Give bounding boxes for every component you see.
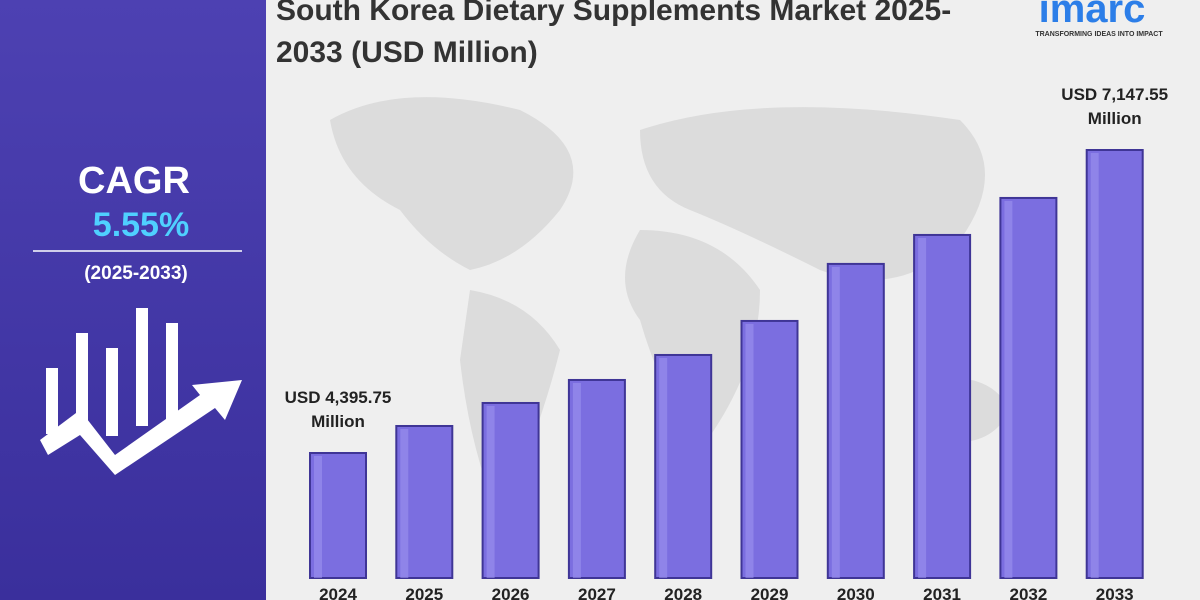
bars: 2024 USD 4,395.75 Million 2025 2026 2027 2028 2… bbox=[285, 85, 1168, 600]
bar-highlight bbox=[1090, 153, 1099, 578]
cagr-label: CAGR bbox=[78, 160, 190, 202]
x-tick-label: 2029 bbox=[751, 585, 789, 600]
chart-title: South Korea Dietary Supplements Market 2… bbox=[276, 0, 952, 69]
x-tick-label: 2031 bbox=[923, 585, 961, 600]
logo: imarc bbox=[1039, 0, 1146, 31]
side-panel bbox=[0, 0, 266, 600]
bar-highlight bbox=[745, 323, 754, 578]
x-tick-label: 2026 bbox=[492, 585, 530, 600]
logo-tagline: TRANSFORMING IDEAS INTO IMPACT bbox=[1035, 31, 1163, 38]
x-tick-label: 2033 bbox=[1096, 585, 1134, 600]
value-label: USD 7,147.55 Million bbox=[1061, 85, 1168, 128]
bar-highlight bbox=[918, 237, 927, 578]
x-tick-label: 2025 bbox=[405, 585, 443, 600]
bar-highlight bbox=[400, 428, 409, 578]
cagr-icon bbox=[40, 308, 242, 475]
cagr-period: (2025-2033) bbox=[84, 263, 188, 284]
world-map bbox=[330, 97, 1010, 520]
value-label: USD 4,395.75 Million bbox=[285, 388, 392, 431]
x-tick-label: 2032 bbox=[1009, 585, 1047, 600]
x-tick-label: 2024 bbox=[319, 585, 357, 600]
bar-highlight bbox=[659, 357, 668, 578]
cagr-value: 5.55% bbox=[93, 206, 189, 244]
x-tick-label: 2030 bbox=[837, 585, 875, 600]
bar-highlight bbox=[314, 456, 322, 578]
x-tick-label: 2028 bbox=[664, 585, 702, 600]
x-tick-label: 2027 bbox=[578, 585, 616, 600]
bar-highlight bbox=[1004, 200, 1013, 578]
bar-highlight bbox=[831, 266, 840, 578]
bar-highlight bbox=[572, 382, 581, 578]
bar-highlight bbox=[486, 405, 495, 578]
